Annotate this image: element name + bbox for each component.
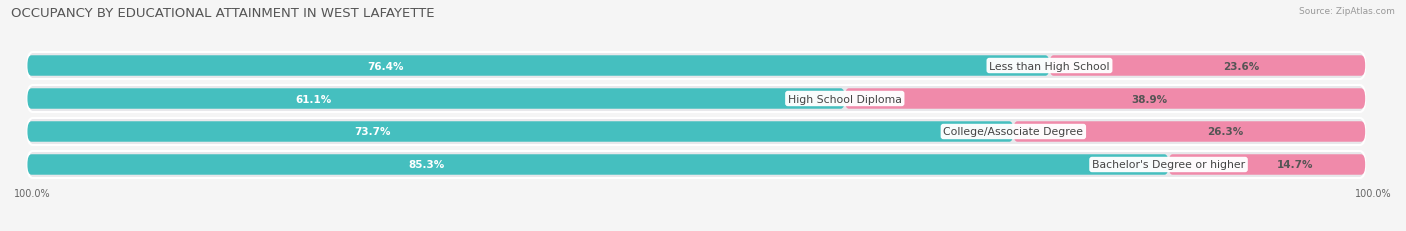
- FancyBboxPatch shape: [28, 122, 1014, 142]
- FancyBboxPatch shape: [1049, 56, 1365, 76]
- Text: 73.7%: 73.7%: [354, 127, 391, 137]
- Text: 61.1%: 61.1%: [295, 94, 332, 104]
- Text: 23.6%: 23.6%: [1223, 61, 1260, 71]
- FancyBboxPatch shape: [28, 155, 1168, 175]
- Text: High School Diploma: High School Diploma: [787, 94, 901, 104]
- Text: 38.9%: 38.9%: [1130, 94, 1167, 104]
- Text: Less than High School: Less than High School: [990, 61, 1109, 71]
- Text: 76.4%: 76.4%: [367, 61, 404, 71]
- FancyBboxPatch shape: [28, 151, 1365, 178]
- Text: 100.0%: 100.0%: [14, 188, 51, 198]
- Text: 100.0%: 100.0%: [1355, 188, 1392, 198]
- FancyBboxPatch shape: [845, 89, 1365, 109]
- Text: Bachelor's Degree or higher: Bachelor's Degree or higher: [1092, 160, 1246, 170]
- Text: College/Associate Degree: College/Associate Degree: [943, 127, 1084, 137]
- FancyBboxPatch shape: [28, 86, 1365, 112]
- FancyBboxPatch shape: [1014, 122, 1365, 142]
- Text: Source: ZipAtlas.com: Source: ZipAtlas.com: [1299, 7, 1395, 16]
- Text: OCCUPANCY BY EDUCATIONAL ATTAINMENT IN WEST LAFAYETTE: OCCUPANCY BY EDUCATIONAL ATTAINMENT IN W…: [11, 7, 434, 20]
- Text: 85.3%: 85.3%: [409, 160, 444, 170]
- FancyBboxPatch shape: [1168, 155, 1365, 175]
- Text: 14.7%: 14.7%: [1277, 160, 1313, 170]
- FancyBboxPatch shape: [28, 53, 1365, 80]
- FancyBboxPatch shape: [28, 89, 845, 109]
- FancyBboxPatch shape: [28, 119, 1365, 145]
- Text: 26.3%: 26.3%: [1206, 127, 1243, 137]
- FancyBboxPatch shape: [28, 56, 1049, 76]
